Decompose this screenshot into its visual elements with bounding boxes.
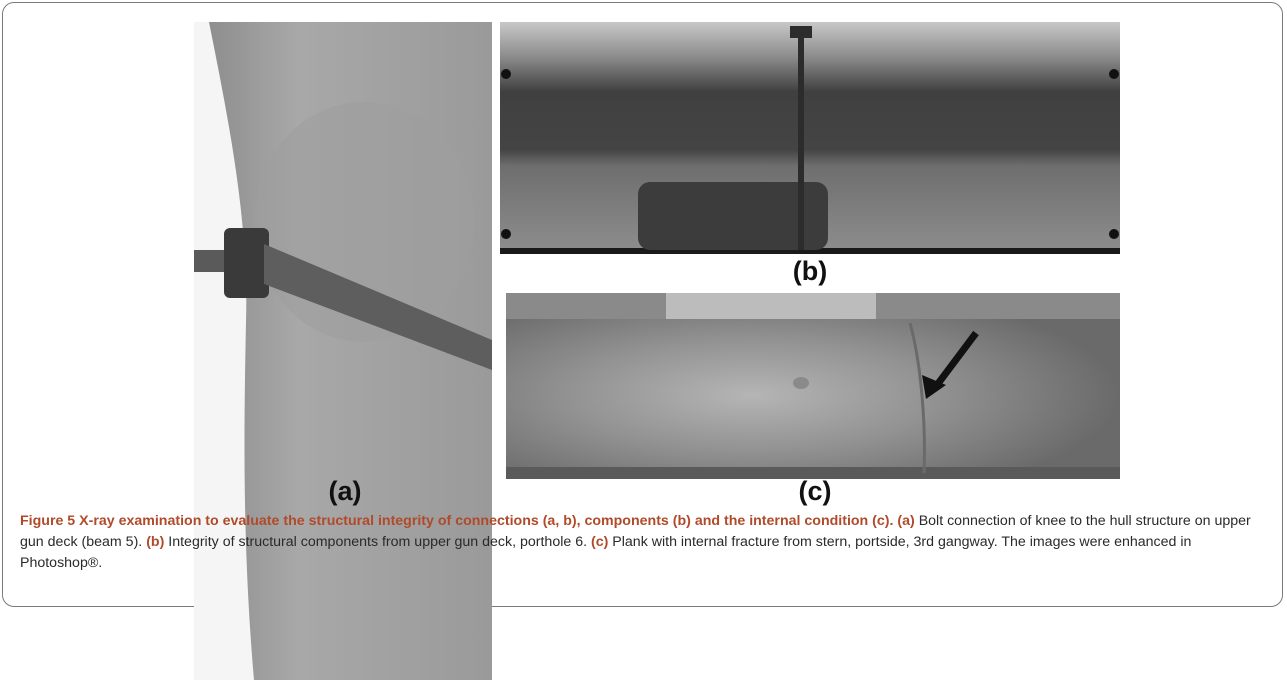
caption-c-text: Plank with internal fracture from stern,…	[20, 534, 1192, 571]
caption-a-text: Bolt connection of knee to the hull stru…	[20, 513, 1251, 550]
caption-b-text: Integrity of structural components from …	[168, 534, 588, 550]
xray-image-a	[194, 22, 492, 680]
xray-panel-a	[194, 22, 492, 680]
arrow-icon	[922, 375, 946, 399]
xray-panel-b	[500, 22, 1120, 254]
caption-a-label: (a)	[897, 513, 915, 529]
panel-label-c: (c)	[798, 476, 832, 506]
caption-figure-label: Figure 5	[20, 513, 76, 529]
caption-title: X-ray examination to evaluate the struct…	[79, 513, 894, 529]
xray-image-b	[500, 22, 1120, 254]
caption-b-label: (b)	[146, 534, 165, 550]
caption-c-label: (c)	[591, 534, 609, 550]
figure-caption: Figure 5 X-ray examination to evaluate t…	[20, 511, 1270, 574]
panel-label-b: (b)	[792, 256, 828, 286]
figure-frame	[2, 2, 1283, 607]
xray-panel-c	[506, 293, 1120, 479]
panel-label-a: (a)	[328, 476, 362, 506]
arrow-shaft	[931, 330, 979, 392]
xray-image-c	[506, 293, 1120, 479]
